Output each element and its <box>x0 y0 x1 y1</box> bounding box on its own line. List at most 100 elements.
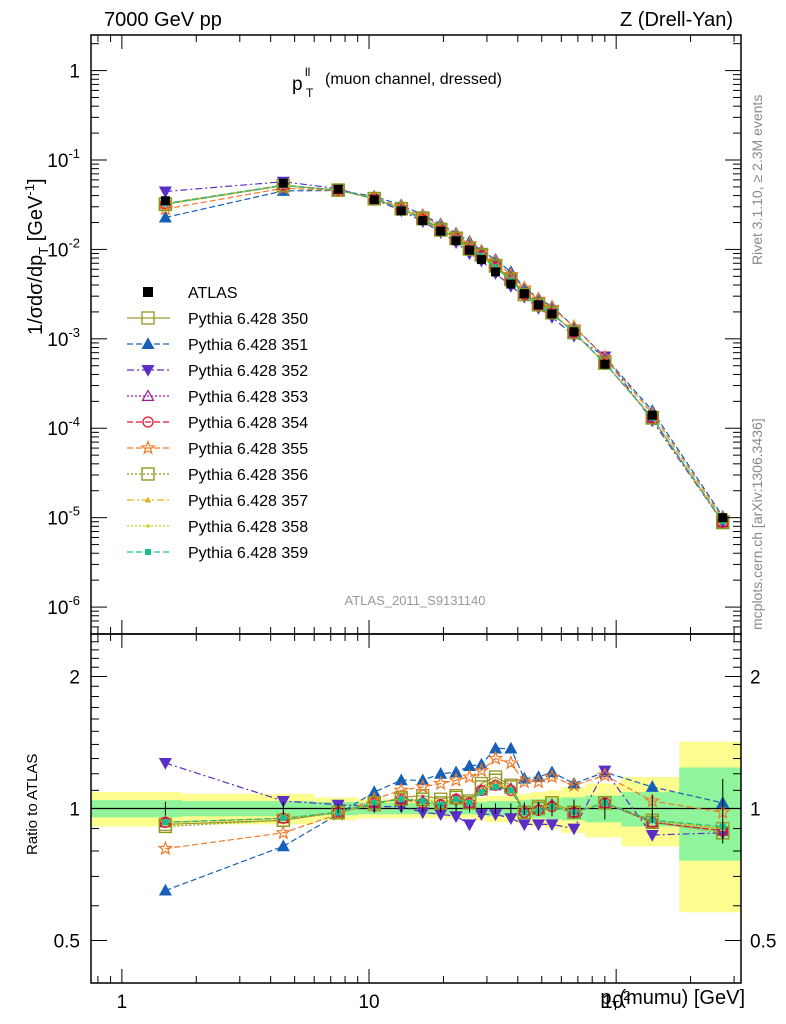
legend-label: Pythia 6.428 355 <box>188 441 308 458</box>
series-point-ratio <box>276 796 290 808</box>
rivet-version: Rivet 3.1.10, ≥ 2.3M events <box>749 95 765 265</box>
series-point-main <box>157 200 174 216</box>
ratio-y-tick-label-right: 1 <box>750 800 761 821</box>
ratio-y-tick-label: 1 <box>69 800 80 821</box>
legend-entry: Pythia 6.428 357 <box>127 493 308 510</box>
legend: ATLAS Pythia 6.428 350 Pythia 6.428 351 Pyt… <box>127 285 308 562</box>
legend-label: Pythia 6.428 350 <box>188 311 308 328</box>
ratio-y-tick-label: 0.5 <box>54 932 80 953</box>
ratio-y-tick-label: 2 <box>69 667 80 688</box>
series-point-main <box>517 287 532 302</box>
ratio-y-tick-label-right: 0.5 <box>750 932 776 953</box>
data-point <box>333 184 343 194</box>
plot-title-qualifier: (muon channel, dressed) <box>325 71 502 88</box>
legend-marker <box>141 467 155 481</box>
y-tick-label: 10-3 <box>47 325 80 351</box>
series-point-main <box>598 356 612 370</box>
y-tick-label: 10-5 <box>47 504 80 530</box>
series-point-ratio <box>492 783 499 790</box>
series-point-ratio <box>530 773 547 789</box>
series-point-ratio <box>473 762 490 778</box>
legend-entry: Pythia 6.428 353 <box>127 389 308 406</box>
legend-marker <box>141 389 155 401</box>
series-point-ratio <box>462 819 477 832</box>
legend-label: Pythia 6.428 359 <box>188 545 308 562</box>
series-point-main <box>567 325 581 340</box>
data-point <box>396 206 406 216</box>
ratio-axis-title: Ratio to ATLAS <box>24 754 41 855</box>
series-point-ratio <box>158 757 172 770</box>
legend-marker <box>140 439 156 455</box>
series-point-ratio <box>157 840 174 856</box>
series-point-ratio <box>414 778 431 794</box>
legend-label: Pythia 6.428 351 <box>188 337 308 354</box>
legend-entry: Pythia 6.428 354 <box>127 415 308 432</box>
data-point <box>569 327 579 337</box>
series-point-ratio <box>448 772 464 787</box>
y-tick-label: 10-6 <box>47 593 80 619</box>
series-point-ratio <box>598 765 612 778</box>
data-point <box>278 178 288 188</box>
series-point-main <box>545 306 559 320</box>
series-point-ratio <box>487 750 504 766</box>
x-axis-title: pT(mumu) [GeV] <box>600 987 745 1013</box>
y-axis-title-text: 1/σdσ/dpT [GeV-1] <box>22 178 51 335</box>
legend-label: Pythia 6.428 358 <box>188 519 308 536</box>
legend-marker <box>142 416 154 428</box>
header-right: Z (Drell-Yan) <box>620 9 733 31</box>
series-point-ratio <box>280 815 287 822</box>
series-point-ratio <box>419 798 426 805</box>
series-point-ratio <box>567 823 581 836</box>
series-point-ratio <box>478 789 485 796</box>
legend-marker <box>145 549 151 555</box>
series-point-ratio <box>597 767 613 782</box>
legend-label: Pythia 6.428 357 <box>188 493 308 510</box>
data-point <box>506 279 516 289</box>
series-point-ratio <box>517 819 531 832</box>
series-point-ratio <box>544 768 560 784</box>
data-point <box>533 300 543 310</box>
data-point <box>718 513 728 523</box>
series-point-ratio <box>645 830 659 842</box>
series-point-ratio <box>545 819 559 832</box>
mcplots-credit: mcplots.cern.ch [arXiv:1306.3436] <box>749 418 765 630</box>
y-tick-label: 10-2 <box>47 235 80 261</box>
y-axis-title: 1/σdσ/dpT [GeV-1] <box>22 178 51 335</box>
series-point-ratio <box>566 776 582 792</box>
legend-label: Pythia 6.428 356 <box>188 467 308 484</box>
series-point-ratio <box>162 819 169 826</box>
legend-marker <box>143 287 153 297</box>
y-tick-label: 10-4 <box>47 414 80 440</box>
y-tick-label: 1 <box>69 62 80 83</box>
series-point-main <box>367 191 381 206</box>
series-point-ratio <box>276 839 290 852</box>
plot-title: p ll T (muon channel, dressed) <box>292 65 502 100</box>
stat-uncertainty-band <box>679 767 741 861</box>
plot-title-subscript: T <box>306 86 314 100</box>
series-point-ratio <box>432 775 449 791</box>
legend-entry: Pythia 6.428 351 <box>127 337 308 354</box>
legend-entry: Pythia 6.428 356 <box>127 467 308 484</box>
series-point-main <box>158 186 172 199</box>
series-point-ratio <box>449 790 463 805</box>
y-tick-label: 10-1 <box>47 146 80 172</box>
plot-title-superscript: ll <box>305 65 310 79</box>
legend-entry: Pythia 6.428 358 <box>127 519 308 536</box>
series-point-ratio <box>645 780 659 792</box>
main-panel: 10-6 10-5 10-4 10-3 10-2 10-1 1 <box>47 34 742 635</box>
series-point-ratio <box>398 796 405 803</box>
series-point-ratio <box>531 819 546 832</box>
legend-label: Pythia 6.428 352 <box>188 363 308 380</box>
analysis-tag: ATLAS_2011_S9131140 <box>345 593 486 608</box>
series-point-main <box>433 223 448 237</box>
legend-label: Pythia 6.428 353 <box>188 389 308 406</box>
series-point-main <box>158 210 172 223</box>
ratio-axis-title-text: Ratio to ATLAS <box>24 754 41 855</box>
series-point-ratio <box>516 773 533 789</box>
series-point-ratio <box>466 799 473 806</box>
data-point <box>418 216 428 226</box>
plot-title-symbol: p <box>292 74 303 95</box>
legend-label: Pythia 6.428 354 <box>188 415 308 432</box>
